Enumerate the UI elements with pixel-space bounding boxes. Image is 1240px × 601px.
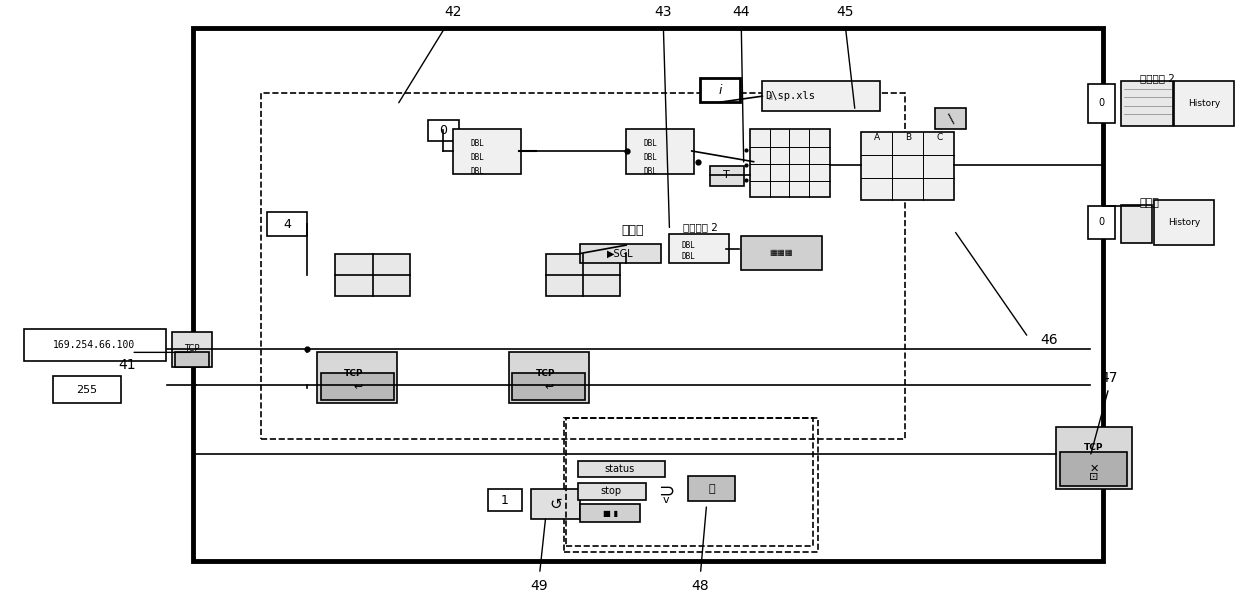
Text: C: C: [936, 133, 942, 142]
Text: ↩: ↩: [544, 381, 554, 391]
FancyBboxPatch shape: [862, 132, 954, 200]
Text: 47: 47: [1100, 371, 1117, 385]
Text: DBL: DBL: [644, 166, 658, 175]
Text: A: A: [874, 133, 880, 142]
FancyBboxPatch shape: [546, 254, 620, 296]
Text: DBL: DBL: [471, 166, 485, 175]
Text: ↩: ↩: [353, 381, 362, 391]
Text: ↺: ↺: [549, 497, 562, 512]
FancyBboxPatch shape: [701, 78, 740, 102]
Text: TCP: TCP: [185, 344, 200, 353]
FancyBboxPatch shape: [428, 120, 459, 141]
Text: /: /: [945, 112, 959, 125]
Text: DBL: DBL: [681, 240, 694, 249]
FancyBboxPatch shape: [512, 373, 585, 400]
Text: 0: 0: [439, 124, 448, 136]
Text: v: v: [662, 495, 670, 504]
FancyBboxPatch shape: [1174, 81, 1234, 126]
Text: 0: 0: [1099, 99, 1105, 108]
Text: TCP: TCP: [1084, 443, 1104, 452]
Text: 波形图表 2: 波形图表 2: [683, 222, 718, 232]
FancyBboxPatch shape: [193, 28, 1102, 561]
Text: i: i: [718, 84, 722, 97]
FancyBboxPatch shape: [531, 489, 580, 519]
Text: a: a: [768, 93, 773, 102]
Bar: [262, 93, 904, 439]
Text: TCP: TCP: [345, 368, 363, 377]
Text: 4: 4: [283, 218, 291, 231]
FancyBboxPatch shape: [670, 234, 729, 263]
FancyBboxPatch shape: [508, 352, 589, 403]
FancyBboxPatch shape: [580, 504, 640, 522]
FancyBboxPatch shape: [1087, 206, 1115, 239]
Text: 255: 255: [76, 385, 97, 395]
Text: 📷: 📷: [708, 484, 715, 494]
Bar: [565, 418, 813, 546]
FancyBboxPatch shape: [711, 166, 744, 186]
FancyBboxPatch shape: [742, 236, 822, 270]
Text: stop: stop: [600, 486, 622, 496]
Text: ⊡: ⊡: [1089, 472, 1099, 483]
FancyBboxPatch shape: [763, 81, 880, 111]
FancyBboxPatch shape: [53, 376, 122, 403]
FancyBboxPatch shape: [172, 332, 212, 367]
FancyBboxPatch shape: [321, 373, 393, 400]
FancyBboxPatch shape: [626, 129, 694, 174]
Text: ■ ▮: ■ ▮: [603, 508, 618, 517]
FancyBboxPatch shape: [1060, 452, 1127, 486]
FancyBboxPatch shape: [580, 244, 661, 263]
FancyBboxPatch shape: [336, 254, 409, 296]
Text: DBL: DBL: [471, 153, 485, 162]
Text: ✕: ✕: [1089, 463, 1099, 474]
Text: D\sp.xls: D\sp.xls: [766, 91, 816, 101]
FancyBboxPatch shape: [268, 212, 308, 236]
FancyBboxPatch shape: [487, 489, 522, 511]
Text: 位移差: 位移差: [1140, 198, 1159, 209]
Text: 46: 46: [1040, 334, 1058, 347]
Text: History: History: [1188, 99, 1220, 108]
FancyBboxPatch shape: [175, 352, 210, 367]
FancyBboxPatch shape: [750, 129, 831, 198]
Text: ▦▦▦: ▦▦▦: [769, 248, 792, 257]
Text: DBL: DBL: [681, 252, 694, 261]
FancyBboxPatch shape: [24, 329, 166, 361]
Text: 0: 0: [1099, 218, 1105, 227]
FancyBboxPatch shape: [578, 483, 646, 499]
Text: 41: 41: [119, 358, 136, 372]
FancyBboxPatch shape: [453, 129, 521, 174]
FancyBboxPatch shape: [578, 461, 665, 477]
Text: ▶SGL: ▶SGL: [606, 248, 634, 258]
Text: 波形图表 2: 波形图表 2: [1140, 73, 1174, 84]
FancyBboxPatch shape: [1055, 427, 1132, 489]
Text: History: History: [1168, 218, 1200, 227]
Text: 48: 48: [692, 579, 709, 593]
FancyBboxPatch shape: [317, 352, 397, 403]
FancyBboxPatch shape: [688, 476, 735, 501]
Text: T: T: [723, 171, 730, 180]
FancyBboxPatch shape: [1087, 84, 1115, 123]
Text: status: status: [605, 464, 635, 474]
Text: 位移差: 位移差: [621, 224, 644, 237]
Text: B: B: [905, 133, 911, 142]
FancyBboxPatch shape: [935, 108, 966, 129]
Text: 169.254.66.100: 169.254.66.100: [53, 340, 135, 350]
Text: TCP: TCP: [536, 368, 556, 377]
Text: 44: 44: [733, 5, 750, 19]
Text: 42: 42: [444, 5, 461, 19]
FancyBboxPatch shape: [1154, 200, 1214, 245]
Text: ⊃: ⊃: [657, 481, 675, 501]
Text: 1: 1: [501, 493, 508, 507]
Text: 49: 49: [531, 579, 548, 593]
Text: DBL: DBL: [471, 139, 485, 148]
Text: 43: 43: [655, 5, 672, 19]
FancyBboxPatch shape: [1121, 204, 1152, 243]
Bar: [564, 418, 818, 552]
FancyBboxPatch shape: [1121, 81, 1173, 126]
Text: 45: 45: [837, 5, 854, 19]
Text: DBL: DBL: [644, 139, 658, 148]
Text: DBL: DBL: [644, 153, 658, 162]
